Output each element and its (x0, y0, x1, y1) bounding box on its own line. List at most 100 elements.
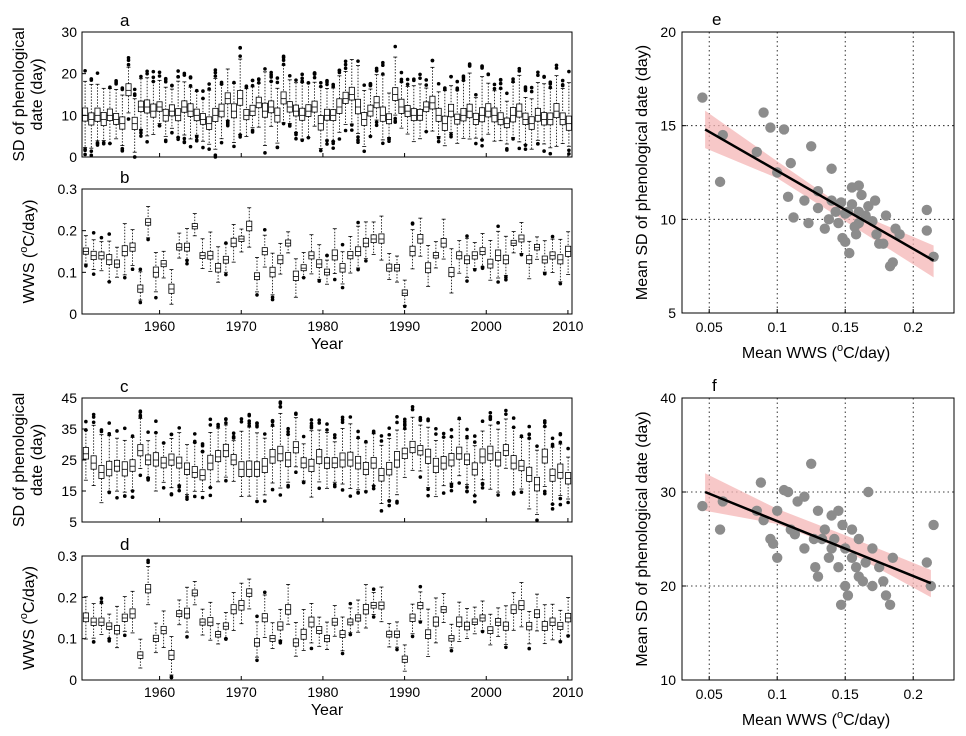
outlier-point (496, 493, 500, 497)
box-iqr (331, 249, 338, 261)
box-b-37 (370, 221, 377, 255)
box-b-43 (417, 217, 424, 257)
outlier-point (410, 634, 415, 639)
scatter-point (697, 92, 708, 103)
outlier-point (145, 69, 149, 74)
box-iqr (317, 115, 324, 131)
outlier-point (472, 434, 477, 438)
outlier-point (231, 436, 236, 440)
box-a-32 (280, 54, 287, 126)
outlier-point (219, 82, 224, 86)
box-iqr (487, 445, 494, 461)
outlier-point (465, 434, 469, 439)
outlier-point (225, 121, 230, 126)
box-iqr (82, 447, 89, 460)
box-d-21 (246, 578, 253, 610)
outlier-point (107, 639, 112, 643)
box-iqr (121, 461, 128, 477)
box-d-43 (417, 584, 424, 624)
box-iqr (342, 91, 349, 104)
box-a-43 (348, 59, 355, 132)
outlier-point (163, 76, 168, 81)
box-iqr (425, 262, 432, 274)
outlier-point (300, 76, 304, 81)
box-iqr (88, 112, 95, 126)
outlier-point (350, 123, 354, 127)
box-c-44 (425, 417, 432, 498)
box-a-69 (510, 77, 517, 141)
panel-letter-c: c (120, 377, 129, 396)
outlier-point (309, 424, 314, 428)
outlier-point (331, 141, 336, 146)
box-b-45 (432, 241, 439, 269)
y-tick-label: 0.2 (58, 223, 78, 239)
box-a-13 (162, 76, 169, 144)
box-a-5 (113, 79, 120, 140)
box-d-11 (168, 636, 175, 680)
outlier-point (387, 503, 392, 508)
outlier-point (379, 439, 384, 443)
box-c-60 (549, 436, 556, 511)
box-a-44 (355, 59, 362, 145)
box-c-11 (168, 432, 175, 497)
outlier-point (83, 152, 87, 157)
outlier-point (480, 486, 485, 490)
outlier-point (455, 86, 460, 91)
outlier-point (188, 144, 193, 149)
box-iqr (269, 449, 276, 464)
outlier-point (371, 615, 376, 619)
outlier-point (542, 75, 546, 79)
box-c-27 (292, 411, 299, 475)
box-c-30 (316, 418, 323, 491)
scatter-point (826, 543, 837, 554)
x-tick-label: 1970 (226, 318, 257, 334)
box-a-24 (230, 80, 237, 149)
box-b-26 (285, 231, 292, 254)
box-iqr (292, 270, 299, 281)
x-axis-label: Mean WWS (oC/day) (742, 709, 890, 729)
outlier-point (99, 428, 104, 432)
box-iqr (510, 107, 517, 123)
box-d-57 (526, 611, 533, 651)
outlier-point (496, 420, 500, 425)
box-c-7 (137, 409, 144, 478)
box-a-40 (330, 82, 337, 150)
box-b-41 (401, 279, 408, 309)
box-d-35 (355, 599, 362, 633)
box-d-47 (448, 623, 455, 653)
box-c-45 (432, 426, 439, 498)
box-d-41 (401, 644, 408, 672)
box-iqr (479, 107, 486, 123)
outlier-point (542, 420, 547, 425)
box-a-19 (199, 89, 206, 150)
box-iqr (230, 604, 237, 615)
scatter-point (799, 491, 810, 502)
box-iqr (199, 113, 206, 125)
outlier-point (418, 76, 422, 80)
box-d-9 (152, 622, 159, 654)
box-a-72 (528, 85, 535, 150)
scatter-point (884, 599, 896, 610)
regression-line (704, 490, 932, 585)
panel-c: 5 15 25 35 45 SD of phenological date (day) c (11, 377, 573, 530)
box-iqr (392, 87, 399, 101)
outlier-point (213, 153, 218, 157)
outlier-point (286, 429, 290, 434)
scatter-point (799, 195, 810, 206)
outlier-point (126, 55, 131, 60)
box-iqr (150, 103, 157, 118)
box-c-29 (308, 418, 315, 498)
outlier-point (318, 84, 323, 89)
outlier-point (340, 242, 345, 247)
outlier-point (224, 417, 228, 422)
outlier-point (356, 220, 360, 225)
outlier-point (200, 449, 205, 454)
box-c-16 (207, 417, 214, 498)
box-iqr (393, 451, 400, 468)
box-iqr (243, 109, 250, 121)
outlier-point (154, 295, 158, 300)
outlier-point (146, 430, 150, 434)
y-tick-label: 20 (61, 66, 77, 82)
y-axis-label-degree: o (18, 613, 30, 619)
y-axis-label: WWS (oC/day) (18, 200, 38, 304)
